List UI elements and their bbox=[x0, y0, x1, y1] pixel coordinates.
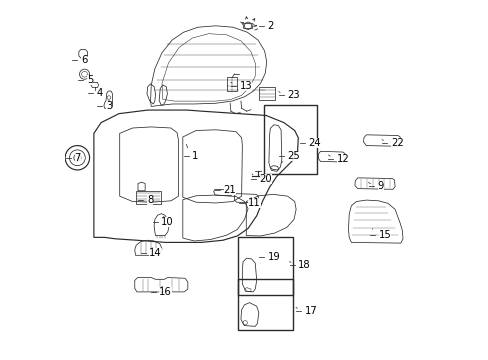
Bar bbox=[136, 191, 160, 204]
Text: 9: 9 bbox=[377, 181, 383, 191]
Bar bbox=[227, 77, 237, 91]
Text: 19: 19 bbox=[267, 252, 280, 262]
Text: 14: 14 bbox=[149, 248, 162, 258]
Text: 8: 8 bbox=[147, 195, 153, 205]
Text: 6: 6 bbox=[81, 54, 87, 64]
Bar bbox=[238, 237, 293, 296]
Text: 25: 25 bbox=[287, 151, 300, 161]
Text: 10: 10 bbox=[161, 217, 174, 227]
Text: 3: 3 bbox=[106, 101, 112, 111]
Text: 1: 1 bbox=[192, 150, 198, 161]
Text: 13: 13 bbox=[239, 81, 252, 91]
Text: 20: 20 bbox=[259, 174, 272, 184]
Text: 11: 11 bbox=[247, 198, 260, 208]
Bar bbox=[238, 279, 293, 330]
Text: 17: 17 bbox=[304, 306, 317, 316]
Text: 7: 7 bbox=[74, 153, 81, 163]
Text: 22: 22 bbox=[390, 139, 403, 148]
Bar bbox=[264, 105, 317, 174]
Text: 2: 2 bbox=[267, 21, 273, 31]
Text: 15: 15 bbox=[378, 230, 390, 240]
Bar bbox=[258, 87, 275, 100]
Text: 5: 5 bbox=[87, 75, 93, 85]
Text: 4: 4 bbox=[97, 88, 103, 98]
Text: 18: 18 bbox=[298, 260, 310, 270]
Text: 21: 21 bbox=[223, 185, 236, 195]
Text: 12: 12 bbox=[336, 154, 349, 164]
Text: 23: 23 bbox=[287, 90, 300, 100]
Text: 24: 24 bbox=[308, 139, 320, 148]
Text: 16: 16 bbox=[159, 287, 172, 297]
